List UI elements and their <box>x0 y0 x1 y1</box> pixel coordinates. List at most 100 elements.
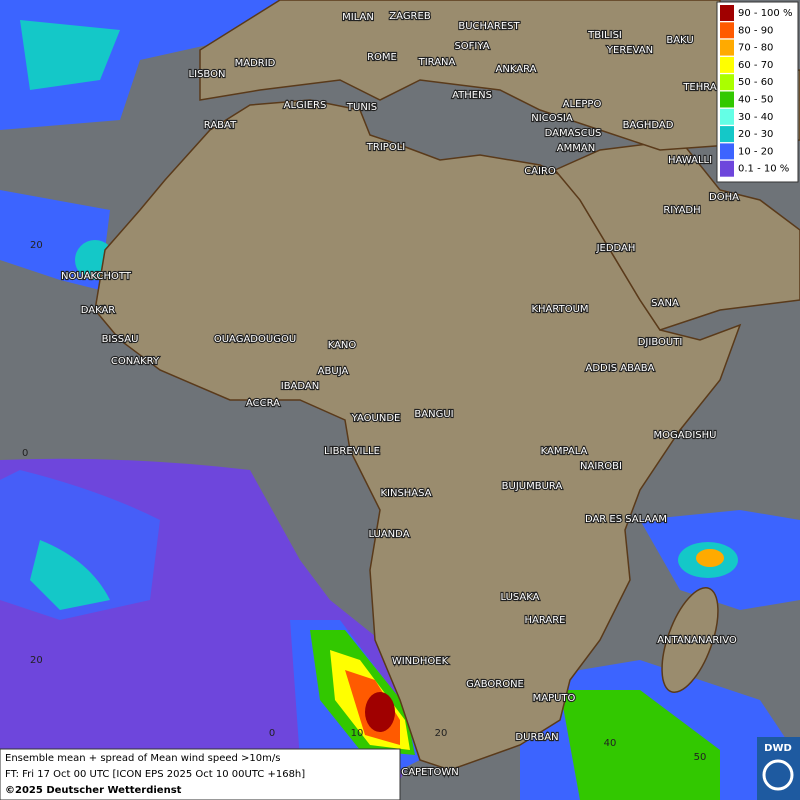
land <box>94 0 800 771</box>
city-label: TIRANA <box>418 57 456 68</box>
logo-icon <box>762 759 794 791</box>
city-label: JEDDAH <box>596 243 636 254</box>
footer-text: FT: Fri 17 Oct 00 UTC [ICON EPS 2025 Oct… <box>5 769 305 780</box>
legend-swatch <box>720 91 734 108</box>
city-label: TBILISI <box>587 30 622 41</box>
city-label: CAIRO <box>524 166 556 177</box>
city-label: DAKAR <box>81 305 116 316</box>
city-label: KHARTOUM <box>531 304 588 315</box>
legend: 90 - 100 % 80 - 90 70 - 80 60 - 70 50 - 60 40… <box>716 1 799 183</box>
labels: MILAN ZAGREB BUCHAREST TBILISI BAKU SOFIYA YER… <box>22 10 740 779</box>
city-label: ANTANANARIVO <box>657 635 737 646</box>
legend-swatch <box>720 74 734 91</box>
city-label: NAIROBI <box>580 461 622 472</box>
city-label: LUSAKA <box>501 592 540 603</box>
lon-label: 10 <box>351 728 364 739</box>
city-label: MAPUTO <box>533 693 576 704</box>
legend-label: 70 - 80 <box>738 43 773 54</box>
city-label: BISSAU <box>102 334 139 345</box>
footer-box <box>0 748 401 800</box>
legend-swatch <box>720 160 734 177</box>
city-label: DAR ES SALAAM <box>585 514 667 525</box>
city-label: DAMASCUS <box>545 128 602 139</box>
city-label: NICOSIA <box>531 113 573 124</box>
legend-label: 20 - 30 <box>738 129 773 140</box>
legend-swatch <box>720 56 734 73</box>
city-label: KINSHASA <box>380 488 431 499</box>
city-label: YAOUNDE <box>351 413 401 424</box>
legend-label: 60 - 70 <box>738 60 773 71</box>
lat-label: 20 <box>30 655 43 666</box>
legend-label: 90 - 100 % <box>738 8 792 19</box>
city-label: TUNIS <box>346 102 377 113</box>
city-label: MOGADISHU <box>654 430 717 441</box>
city-label: AMMAN <box>557 143 595 154</box>
city-label: ROME <box>367 52 397 63</box>
legend-label: 30 - 40 <box>738 112 773 123</box>
city-label: BUCHAREST <box>458 21 520 32</box>
legend-label: 50 - 60 <box>738 77 773 88</box>
city-label: LUANDA <box>368 529 409 540</box>
city-label: BAGHDAD <box>623 120 674 131</box>
lon-label: 40 <box>604 738 617 749</box>
city-label: ZAGREB <box>389 11 431 22</box>
city-label: IBADAN <box>281 381 320 392</box>
city-label: ANKARA <box>496 64 537 75</box>
legend-swatch <box>720 39 734 56</box>
city-label: ALGIERS <box>284 100 327 111</box>
lon-label: 0 <box>269 728 275 739</box>
city-label: TEHRA <box>682 82 716 93</box>
lon-label: 50 <box>694 752 707 763</box>
city-label: BAKU <box>666 35 693 46</box>
city-label: ATHENS <box>452 90 492 101</box>
madagascar <box>661 587 719 693</box>
city-label: NOUAKCHOTT <box>61 271 132 282</box>
footer-text: Ensemble mean + spread of Mean wind spee… <box>5 753 280 764</box>
lon-label: 20 <box>435 728 448 739</box>
city-label: ADDIS ABABA <box>586 363 655 374</box>
city-label: RIYADH <box>663 205 700 216</box>
legend-swatch <box>720 5 734 21</box>
legend-swatch <box>720 143 734 160</box>
city-label: MILAN <box>342 12 374 23</box>
city-label: MADRID <box>235 58 276 69</box>
legend-swatch <box>720 126 734 143</box>
legend-label: 10 - 20 <box>738 146 773 157</box>
area <box>696 549 724 567</box>
footer-text: ©2025 Deutscher Wetterdienst <box>5 785 182 796</box>
lat-label: 20 <box>30 240 43 251</box>
africa <box>94 99 742 771</box>
city-label: YEREVAN <box>606 45 653 56</box>
city-label: BANGUI <box>414 409 453 420</box>
city-label: HAWALLI <box>668 155 712 166</box>
city-label: LISBON <box>189 69 226 80</box>
legend-label: 40 - 50 <box>738 95 773 106</box>
city-label: SANA <box>651 298 679 309</box>
city-label: CONAKRY <box>111 356 160 367</box>
legend-swatch <box>720 108 734 125</box>
city-label: ACCRA <box>246 398 280 409</box>
city-label: ABUJA <box>318 366 349 377</box>
city-label: TRIPOLI <box>366 142 405 153</box>
area <box>560 690 720 800</box>
city-label: RABAT <box>204 120 237 131</box>
legend-label: 0.1 - 10 % <box>738 164 789 175</box>
city-label: SOFIYA <box>454 41 489 52</box>
city-label: KANO <box>328 340 357 351</box>
area <box>365 692 395 732</box>
city-label: GABORONE <box>466 679 524 690</box>
city-label: WINDHOEK <box>392 656 449 667</box>
area <box>30 540 110 610</box>
city-label: DJIBOUTI <box>638 337 683 348</box>
city-label: CAPETOWN <box>401 767 459 778</box>
city-label: ALEPPO <box>563 99 602 110</box>
logo: DWD <box>764 743 792 754</box>
area <box>20 20 120 90</box>
legend-swatch <box>720 22 734 39</box>
legend-label: 80 - 90 <box>738 25 773 36</box>
lat-label: 0 <box>22 448 28 459</box>
city-label: BUJUMBURA <box>502 481 563 492</box>
city-label: KAMPALA <box>541 446 588 457</box>
